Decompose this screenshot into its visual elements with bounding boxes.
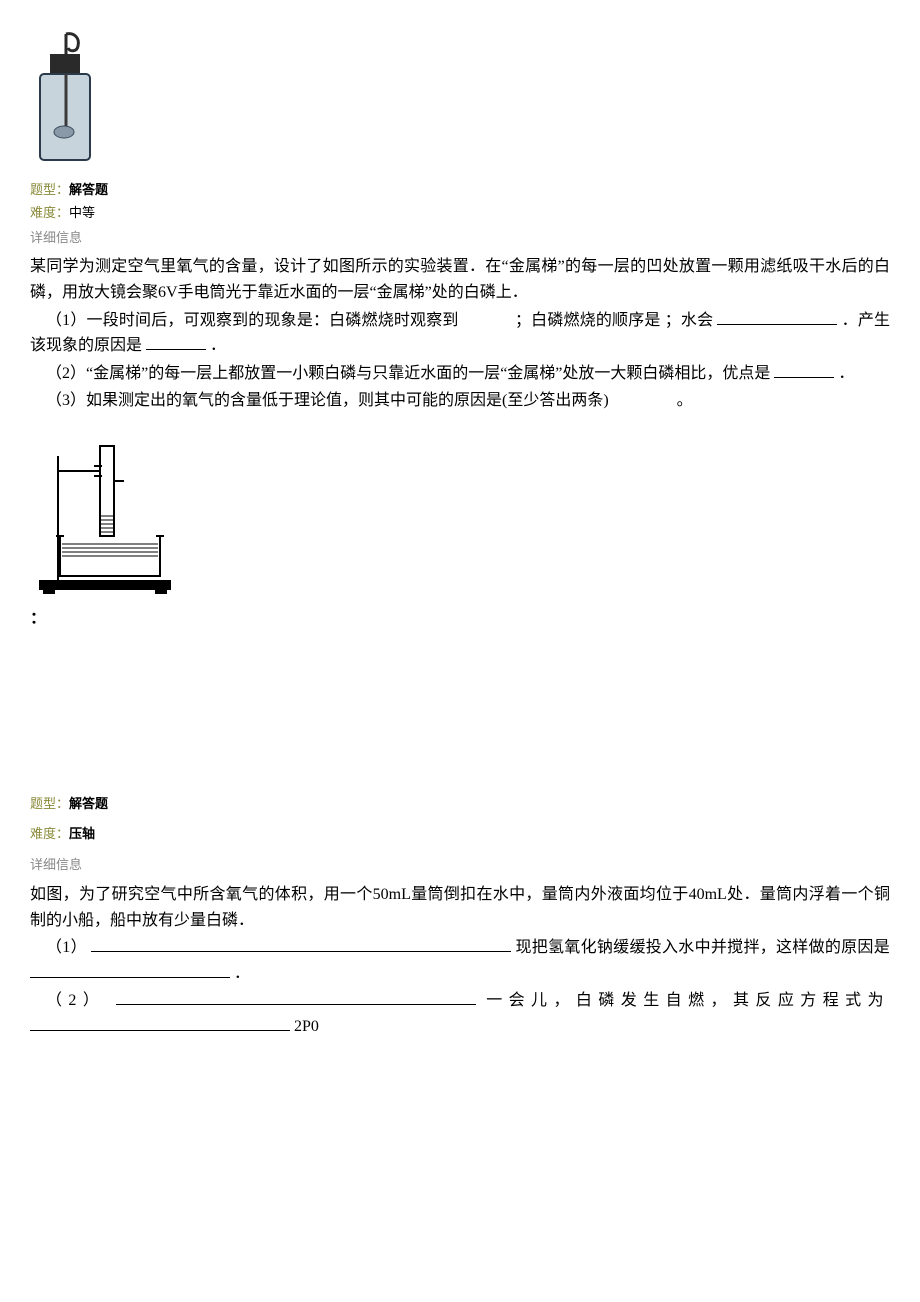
q2-item2: （2） 一会儿，白磷发生自燃，其反应方程式为 2P0	[30, 988, 890, 1039]
q1-type-value: 解答题	[69, 182, 108, 197]
q2-para1: 如图，为了研究空气中所含氧气的体积，用一个50mL量筒倒扣在水中，量筒内外液面均…	[30, 882, 890, 933]
q1-item1-c: ；水会	[665, 312, 714, 329]
apparatus-svg	[30, 436, 180, 596]
q1-item3: （3）如果测定出的氧气的含量低于理论值，则其中可能的原因是(至少答出两条) 。	[30, 388, 890, 414]
q1-item1: （1）一段时间后，可观察到的现象是：白磷燃烧时观察到 ；白磷燃烧的顺序是 ；水会…	[30, 308, 890, 359]
q2-item1: （1） 现把氢氧化钠缓缓投入水中并搅拌，这样做的原因是 ．	[30, 935, 890, 986]
q1-detail-label: 详细信息	[30, 228, 890, 249]
blank	[116, 988, 476, 1005]
q2-item1-a: （1）	[46, 939, 87, 956]
blank	[774, 361, 834, 378]
q1-type-row: 题型：解答题	[30, 180, 890, 201]
q1-diff-row: 难度：中等	[30, 203, 890, 224]
q2-type-label: 题型：	[30, 796, 69, 811]
q1-item2-a: （2）“金属梯”的每一层上都放置一小颗白磷与只靠近水面的一层“金属梯”处放一大颗…	[46, 365, 770, 382]
blank	[30, 1014, 290, 1031]
q1-item3-a: （3）如果测定出的氧气的含量低于理论值，则其中可能的原因是(至少答出两条)	[46, 392, 609, 409]
blank	[146, 333, 206, 350]
blank	[91, 935, 511, 952]
q2-item2-c: 2P0	[294, 1018, 319, 1035]
q2-item1-b: 现把氢氧化钠缓缓投入水中并搅拌，这样做的原因是	[515, 939, 890, 956]
q1-item3-b: 。	[677, 392, 693, 409]
q1-diff-label: 难度：	[30, 205, 69, 220]
q2-diff-row: 难度：压轴	[30, 824, 890, 845]
q1-diff-value: 中等	[69, 205, 95, 220]
q2-type-value: 解答题	[69, 796, 108, 811]
q2-type-row: 题型：解答题	[30, 794, 890, 815]
q1-item1-e: ．	[210, 337, 226, 354]
q1-type-label: 题型：	[30, 182, 69, 197]
q2-diff-value: 压轴	[69, 826, 95, 841]
blank	[30, 961, 230, 978]
colon-mark: ：	[30, 606, 890, 632]
q2-item2-b: 一会儿，白磷发生自燃，其反应方程式为	[486, 992, 890, 1009]
q2-item1-c: ．	[234, 965, 250, 982]
blank	[717, 308, 837, 325]
figure-apparatus	[30, 436, 890, 596]
q2-detail-label: 详细信息	[30, 855, 890, 876]
q1-item1-a: （1）一段时间后，可观察到的现象是：白磷燃烧时观察到	[46, 312, 459, 329]
q1-para1: 某同学为测定空气里氧气的含量，设计了如图所示的实验装置．在“金属梯”的每一层的凹…	[30, 254, 890, 305]
bottle-svg	[30, 30, 100, 170]
q2-diff-label: 难度：	[30, 826, 69, 841]
q1-item2-b: ．	[838, 365, 854, 382]
q2-item2-a: （2）	[46, 992, 105, 1009]
q1-item2: （2）“金属梯”的每一层上都放置一小颗白磷与只靠近水面的一层“金属梯”处放一大颗…	[30, 361, 890, 387]
figure-bottle	[30, 30, 890, 170]
q1-item1-b: ；白磷燃烧的顺序是	[515, 312, 661, 329]
